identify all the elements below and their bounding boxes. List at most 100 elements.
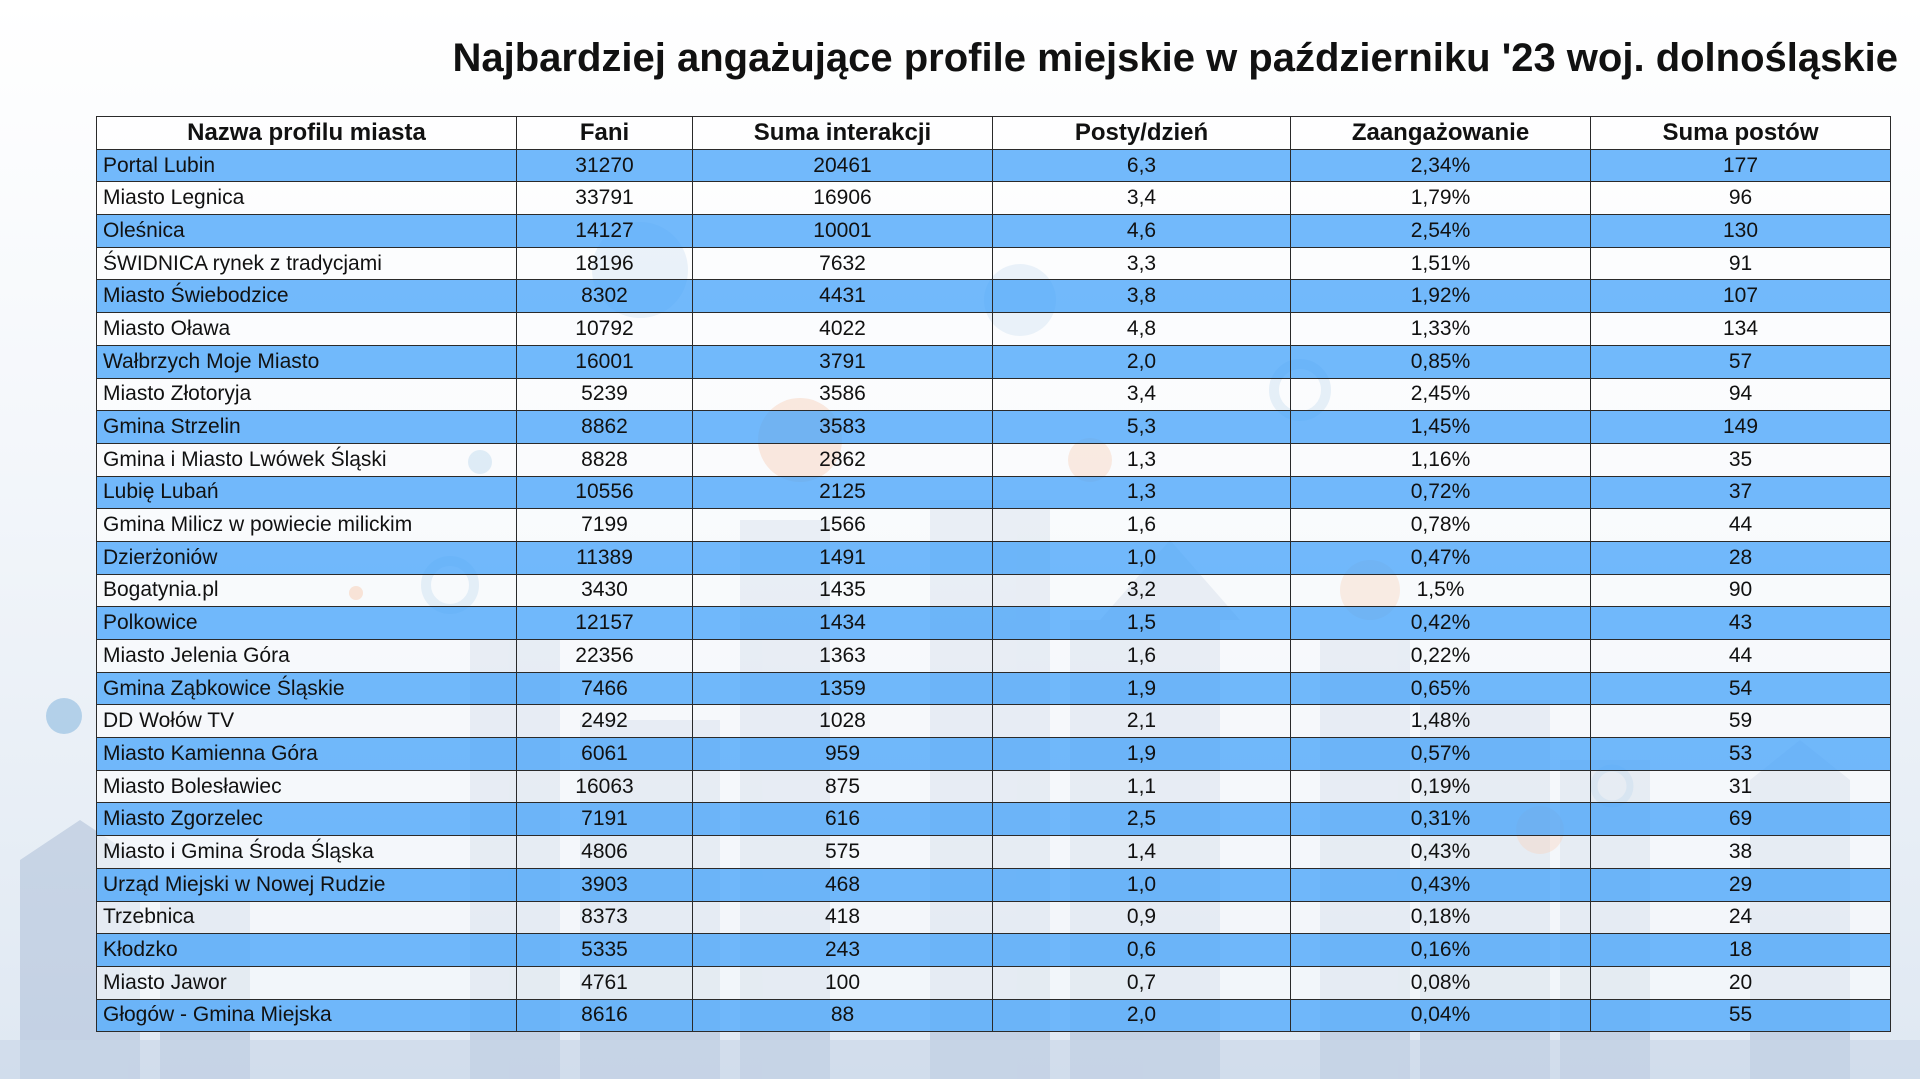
- cell-total-posts: 29: [1590, 867, 1891, 902]
- table-row: ŚWIDNICA rynek z tradycjami 18196 7632 3,3 1…: [96, 246, 1891, 281]
- cell-total-posts: 38: [1590, 835, 1891, 869]
- column-header-engagement: Zaangażowanie: [1290, 116, 1591, 150]
- cell-interactions: 575: [692, 835, 993, 869]
- column-header-interactions: Suma interakcji: [692, 116, 993, 150]
- cell-fans: 4761: [516, 965, 693, 1000]
- table-row: Miasto Zgorzelec 7191 616 2,5 0,31% 69: [96, 802, 1891, 837]
- cell-profile-name: Bogatynia.pl: [96, 573, 517, 608]
- table-row: Urząd Miejski w Nowej Rudzie 3903 468 1,0 0,…: [96, 867, 1891, 902]
- cell-fans: 7199: [516, 508, 693, 542]
- table-row: Miasto Świebodzice 8302 4431 3,8 1,92% 107: [96, 279, 1891, 314]
- table-row: Miasto Bolesławiec 16063 875 1,1 0,19% 31: [96, 769, 1891, 804]
- cell-fans: 33791: [516, 181, 693, 216]
- cell-profile-name: Głogów - Gmina Miejska: [96, 998, 517, 1033]
- cell-fans: 11389: [516, 540, 693, 575]
- cell-total-posts: 44: [1590, 639, 1891, 673]
- cell-engagement: 1,5%: [1290, 573, 1591, 608]
- cell-profile-name: Portal Lubin: [96, 148, 517, 183]
- cell-fans: 7191: [516, 802, 693, 837]
- cell-interactions: 10001: [692, 214, 993, 248]
- cell-posts-per-day: 2,0: [992, 344, 1291, 379]
- cell-interactions: 616: [692, 802, 993, 837]
- cell-posts-per-day: 1,3: [992, 475, 1291, 510]
- table-row: Wałbrzych Moje Miasto 16001 3791 2,0 0,85% 57: [96, 344, 1891, 379]
- cell-posts-per-day: 3,4: [992, 377, 1291, 412]
- cell-posts-per-day: 1,6: [992, 639, 1291, 673]
- cell-engagement: 1,92%: [1290, 279, 1591, 314]
- cell-interactions: 1028: [692, 704, 993, 739]
- cell-engagement: 0,18%: [1290, 900, 1591, 935]
- cell-profile-name: Miasto Jelenia Góra: [96, 639, 517, 673]
- table-row: Miasto Legnica 33791 16906 3,4 1,79% 96: [96, 181, 1891, 216]
- cell-interactions: 468: [692, 867, 993, 902]
- cell-posts-per-day: 1,0: [992, 540, 1291, 575]
- cell-posts-per-day: 4,6: [992, 214, 1291, 248]
- cell-fans: 6061: [516, 737, 693, 771]
- data-table: Nazwa profilu miasta Fani Suma interakcj…: [96, 116, 1891, 1033]
- column-header-posts-per-day: Posty/dzień: [992, 116, 1291, 150]
- cell-posts-per-day: 0,9: [992, 900, 1291, 935]
- table-row: Bogatynia.pl 3430 1435 3,2 1,5% 90: [96, 573, 1891, 608]
- cell-posts-per-day: 2,5: [992, 802, 1291, 837]
- cell-engagement: 0,42%: [1290, 606, 1591, 640]
- cell-profile-name: Miasto Jawor: [96, 965, 517, 1000]
- cell-engagement: 2,34%: [1290, 148, 1591, 183]
- cell-fans: 5239: [516, 377, 693, 412]
- cell-posts-per-day: 6,3: [992, 148, 1291, 183]
- cell-fans: 3903: [516, 867, 693, 902]
- cell-profile-name: Urząd Miejski w Nowej Rudzie: [96, 867, 517, 902]
- cell-fans: 8828: [516, 442, 693, 477]
- cell-fans: 7466: [516, 671, 693, 706]
- cell-profile-name: Miasto Kamienna Góra: [96, 737, 517, 771]
- cell-fans: 8862: [516, 410, 693, 444]
- cell-fans: 18196: [516, 246, 693, 281]
- cell-engagement: 2,54%: [1290, 214, 1591, 248]
- cell-interactions: 1359: [692, 671, 993, 706]
- cell-fans: 22356: [516, 639, 693, 673]
- cell-fans: 16001: [516, 344, 693, 379]
- cell-profile-name: Gmina Milicz w powiecie milickim: [96, 508, 517, 542]
- cell-fans: 3430: [516, 573, 693, 608]
- table-row: Miasto Jelenia Góra 22356 1363 1,6 0,22% 44: [96, 639, 1891, 673]
- cell-engagement: 0,19%: [1290, 769, 1591, 804]
- cell-profile-name: Wałbrzych Moje Miasto: [96, 344, 517, 379]
- cell-total-posts: 20: [1590, 965, 1891, 1000]
- cell-total-posts: 94: [1590, 377, 1891, 412]
- cell-posts-per-day: 1,0: [992, 867, 1291, 902]
- cell-profile-name: Miasto i Gmina Środa Śląska: [96, 835, 517, 869]
- cell-interactions: 2862: [692, 442, 993, 477]
- cell-engagement: 0,31%: [1290, 802, 1591, 837]
- table-row: Oleśnica 14127 10001 4,6 2,54% 130: [96, 214, 1891, 248]
- table-row: Głogów - Gmina Miejska 8616 88 2,0 0,04% 55: [96, 998, 1891, 1033]
- table-row: Miasto i Gmina Środa Śląska 4806 575 1,4 0,4…: [96, 835, 1891, 869]
- table-row: Lubię Lubań 10556 2125 1,3 0,72% 37: [96, 475, 1891, 510]
- cell-total-posts: 59: [1590, 704, 1891, 739]
- cell-posts-per-day: 0,7: [992, 965, 1291, 1000]
- cell-total-posts: 130: [1590, 214, 1891, 248]
- cell-engagement: 0,16%: [1290, 933, 1591, 967]
- cell-interactions: 243: [692, 933, 993, 967]
- table-row: Gmina Ząbkowice Śląskie 7466 1359 1,9 0,65% 5…: [96, 671, 1891, 706]
- cell-engagement: 0,78%: [1290, 508, 1591, 542]
- cell-profile-name: ŚWIDNICA rynek z tradycjami: [96, 246, 517, 281]
- table-row: Portal Lubin 31270 20461 6,3 2,34% 177: [96, 148, 1891, 183]
- cell-posts-per-day: 2,0: [992, 998, 1291, 1033]
- column-header-total-posts: Suma postów: [1590, 116, 1891, 150]
- cell-total-posts: 18: [1590, 933, 1891, 967]
- table-row: Miasto Oława 10792 4022 4,8 1,33% 134: [96, 312, 1891, 346]
- cell-fans: 4806: [516, 835, 693, 869]
- cell-interactions: 20461: [692, 148, 993, 183]
- table-row: Miasto Złotoryja 5239 3586 3,4 2,45% 94: [96, 377, 1891, 412]
- table-row: Gmina Milicz w powiecie milickim 7199 1566…: [96, 508, 1891, 542]
- cell-profile-name: Miasto Oława: [96, 312, 517, 346]
- table-body: Portal Lubin 31270 20461 6,3 2,34% 177 Miasto …: [96, 148, 1891, 1033]
- cell-fans: 8302: [516, 279, 693, 314]
- cell-total-posts: 55: [1590, 998, 1891, 1033]
- cell-posts-per-day: 1,9: [992, 737, 1291, 771]
- cell-total-posts: 37: [1590, 475, 1891, 510]
- cell-total-posts: 43: [1590, 606, 1891, 640]
- cell-interactions: 88: [692, 998, 993, 1033]
- table-row: Gmina i Miasto Lwówek Śląski 8828 2862 1,3 1…: [96, 442, 1891, 477]
- table-row: Polkowice 12157 1434 1,5 0,42% 43: [96, 606, 1891, 640]
- cell-total-posts: 31: [1590, 769, 1891, 804]
